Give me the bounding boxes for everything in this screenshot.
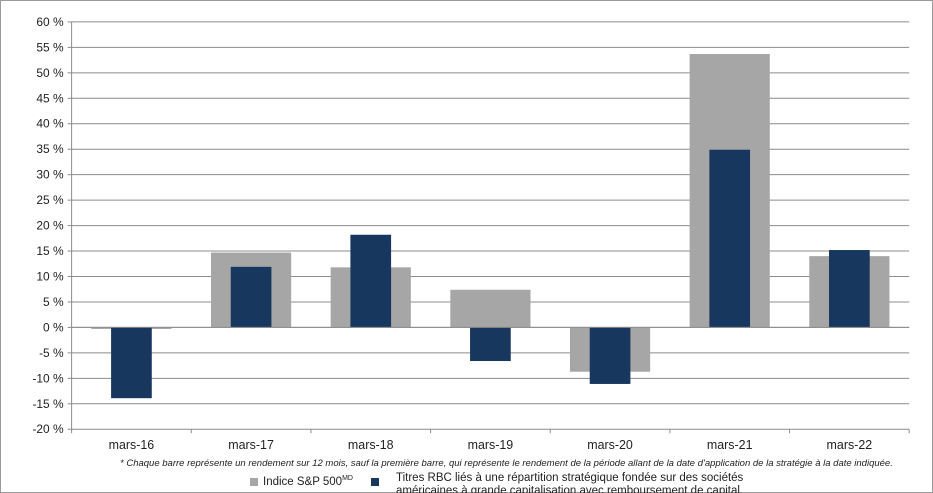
legend: Indice S&P 500MD Titres RBC liés à une r… — [250, 472, 930, 493]
x-tick-label: mars-21 — [707, 438, 753, 452]
bar-rbc — [470, 327, 511, 362]
y-tick-label: 60 % — [36, 15, 64, 29]
bar-rbc — [829, 250, 870, 328]
y-tick-label: 55 % — [36, 40, 64, 54]
legend-label-sp500-text: Indice S&P 500 — [263, 475, 343, 488]
legend-label-sp500: Indice S&P 500MD — [263, 472, 353, 489]
y-tick-label: 40 % — [36, 117, 64, 131]
y-tick-label: 30 % — [36, 168, 64, 182]
x-axis: mars-16 mars-17 mars-18 mars-19 mars-20 mars-… — [71, 326, 910, 452]
x-tick-label: mars-16 — [109, 438, 155, 452]
bar-rbc — [350, 234, 392, 328]
legend-label-sp500-superscript: MD — [342, 475, 353, 482]
legend-swatch-rbc — [371, 478, 379, 486]
y-tick-label: -20 % — [32, 422, 64, 436]
gridlines — [71, 21, 910, 430]
legend-item-sp500: Indice S&P 500MD — [250, 472, 353, 489]
x-tick-label: mars-22 — [827, 438, 873, 452]
bars — [91, 53, 890, 399]
y-tick-label: -10 % — [32, 371, 64, 385]
footnote: * Chaque barre représente un rendement s… — [120, 458, 893, 469]
y-tick-label: 5 % — [43, 295, 64, 309]
x-tick-label: mars-18 — [348, 438, 394, 452]
y-tick-label: 50 % — [36, 66, 64, 80]
y-tick-label: 45 % — [36, 91, 64, 105]
y-tick-label: 10 % — [36, 269, 64, 283]
y-tick-label: -5 % — [39, 346, 64, 360]
bar-rbc — [230, 266, 272, 328]
y-axis: -20 % -15 % -10 % -5 % 0 % 5 % 10 % 15 % 20 % 25 … — [32, 15, 73, 436]
x-tick-label: mars-19 — [468, 438, 514, 452]
bar-sp500 — [450, 289, 531, 328]
bar-rbc — [709, 149, 751, 328]
legend-label-rbc: Titres RBC liés à une répartition straté… — [396, 472, 744, 493]
y-tick-label: -15 % — [32, 397, 64, 411]
y-tick-label: 20 % — [36, 219, 64, 233]
y-tick-label: 25 % — [36, 193, 64, 207]
x-tick-label: mars-17 — [228, 438, 274, 452]
bar-rbc — [589, 327, 631, 384]
legend-item-rbc: Titres RBC liés à une répartition straté… — [371, 472, 756, 493]
y-tick-label: 35 % — [36, 142, 64, 156]
y-tick-label: 15 % — [36, 244, 64, 258]
x-tick-label: mars-20 — [587, 438, 633, 452]
y-tick-label: 0 % — [43, 320, 64, 334]
bar-rbc — [111, 327, 152, 399]
legend-swatch-sp500 — [250, 478, 258, 486]
